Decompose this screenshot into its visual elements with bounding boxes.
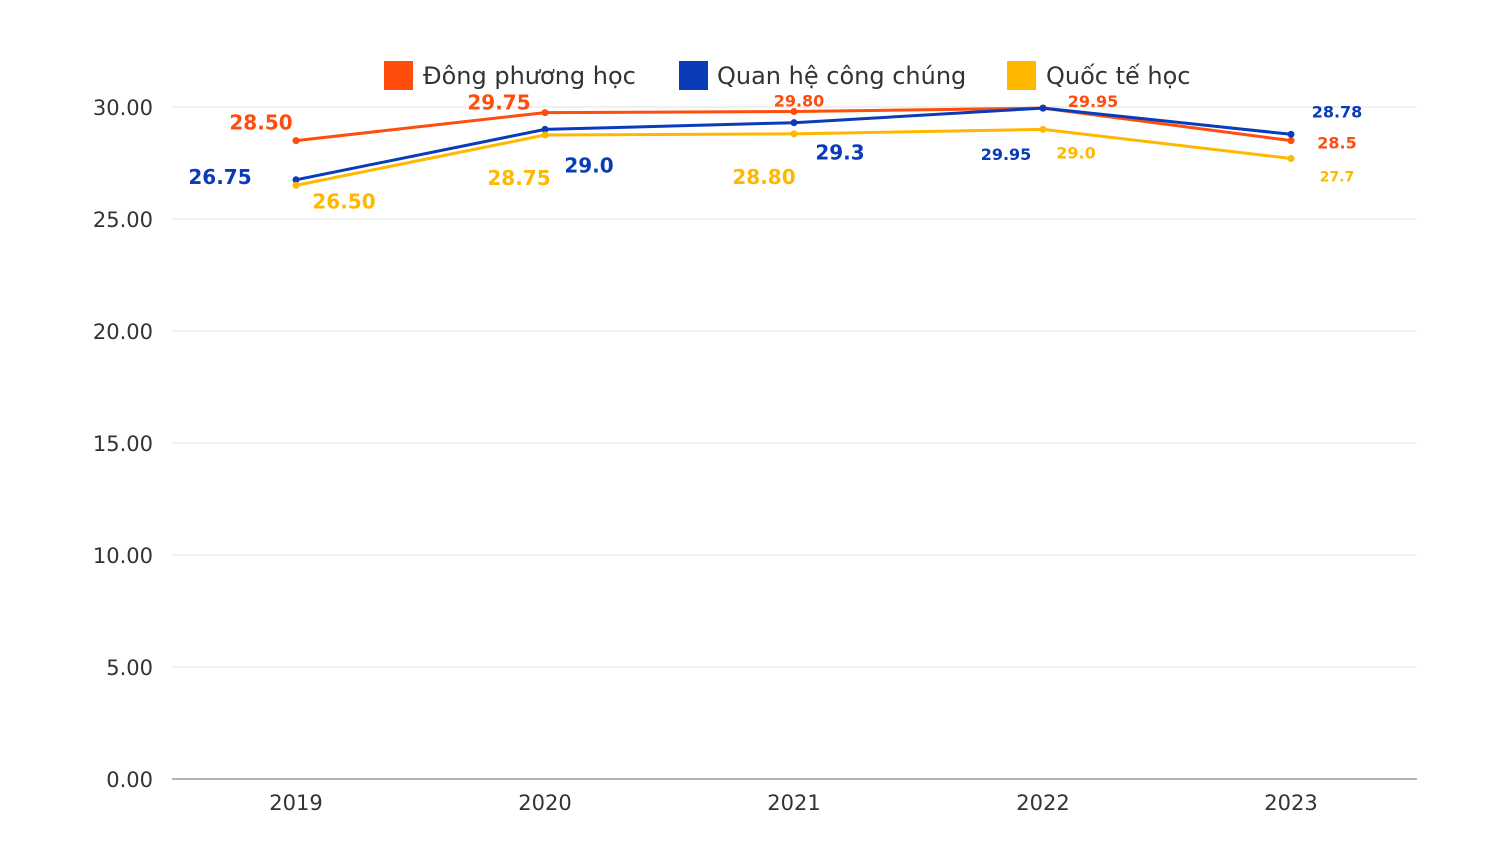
data-point xyxy=(1287,130,1295,138)
legend-label: Quan hệ công chúng xyxy=(717,62,966,90)
gridlines xyxy=(172,106,1417,780)
data-point xyxy=(1039,104,1047,112)
data-label: 26.50 xyxy=(312,189,375,213)
x-tick-label: 2021 xyxy=(767,791,820,815)
data-point xyxy=(1287,137,1295,145)
x-axis-tick-labels: 2019 2020 2021 2022 2023 xyxy=(269,791,1317,815)
data-labels: 28.50 29.75 29.80 29.95 28.5 26.75 29.0 29.3 29.… xyxy=(188,91,1362,214)
y-tick-label: 5.00 xyxy=(106,656,153,680)
x-tick-label: 2023 xyxy=(1264,791,1317,815)
data-label: 29.95 xyxy=(1068,92,1119,111)
data-label: 29.0 xyxy=(1056,143,1095,162)
data-label: 26.75 xyxy=(188,165,251,189)
legend-label: Đông phương học xyxy=(423,62,636,90)
data-label: 29.80 xyxy=(774,91,825,110)
legend-label: Quốc tế học xyxy=(1046,62,1191,90)
y-tick-label: 25.00 xyxy=(93,208,153,232)
data-point xyxy=(541,109,549,117)
data-point xyxy=(790,107,798,115)
data-label: 28.5 xyxy=(1317,134,1356,153)
data-label: 28.80 xyxy=(732,165,795,189)
legend-swatch xyxy=(679,61,708,90)
data-point xyxy=(541,125,549,133)
data-label: 28.75 xyxy=(487,166,550,190)
data-label: 27.7 xyxy=(1320,170,1355,186)
data-point xyxy=(790,130,798,138)
legend-swatch xyxy=(384,61,413,90)
x-tick-label: 2019 xyxy=(269,791,322,815)
y-tick-label: 20.00 xyxy=(93,320,153,344)
data-point xyxy=(292,181,300,189)
y-axis-tick-labels: 0.00 5.00 10.00 15.00 20.00 25.00 30.00 xyxy=(93,96,153,792)
y-tick-label: 0.00 xyxy=(106,768,153,792)
data-point xyxy=(292,137,300,145)
data-label: 29.95 xyxy=(981,145,1032,164)
data-label: 28.50 xyxy=(229,111,292,135)
y-tick-label: 30.00 xyxy=(93,96,153,120)
data-point xyxy=(1039,125,1047,133)
y-tick-label: 10.00 xyxy=(93,544,153,568)
legend-swatch xyxy=(1007,61,1036,90)
data-point xyxy=(292,176,300,184)
series-lines xyxy=(292,104,1295,189)
y-tick-label: 15.00 xyxy=(93,432,153,456)
data-point xyxy=(541,131,549,139)
data-label: 29.75 xyxy=(467,91,530,115)
data-label: 28.78 xyxy=(1312,102,1363,121)
x-tick-label: 2020 xyxy=(518,791,571,815)
data-point xyxy=(790,119,798,127)
x-tick-label: 2022 xyxy=(1016,791,1069,815)
data-label: 29.3 xyxy=(815,141,864,165)
data-label: 29.0 xyxy=(564,153,613,177)
legend: Đông phương học Quan hệ công chúng Quốc tế… xyxy=(384,61,1191,90)
data-point xyxy=(1287,155,1295,163)
